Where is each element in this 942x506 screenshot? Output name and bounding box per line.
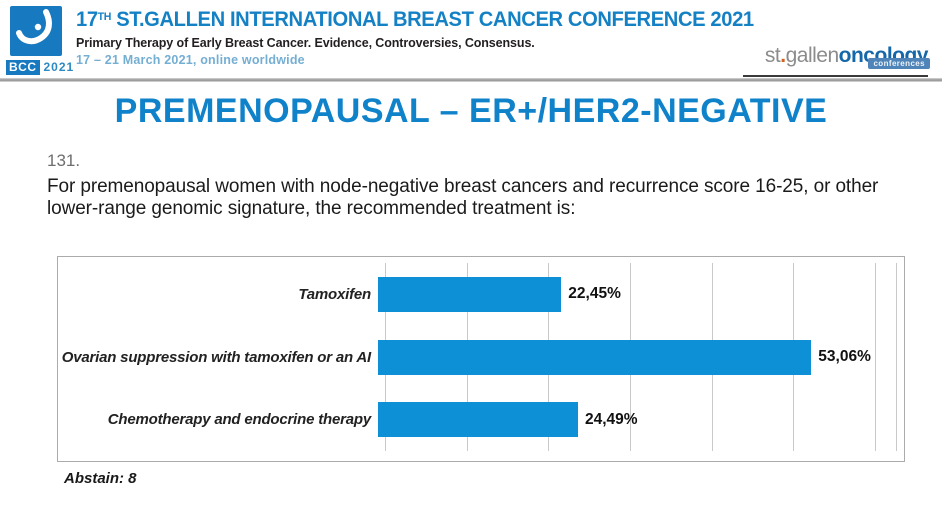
brand-dot: .	[780, 44, 786, 67]
chart-gridline	[896, 263, 897, 451]
chart-row: Tamoxifen 22,45%	[58, 263, 904, 326]
chart-bar	[378, 402, 578, 438]
conference-title: 17TH ST.GALLEN INTERNATIONAL BREAST CANC…	[76, 8, 754, 32]
question-text: For premenopausal women with node-negati…	[47, 176, 879, 219]
chart-bar-area: 24,49%	[378, 402, 904, 438]
stgallen-oncology-logo: st.gallenoncology conferences	[743, 44, 930, 77]
stgallen-oncology-wordmark: st.gallenoncology conferences	[743, 44, 930, 70]
chart-value-label: 22,45%	[568, 285, 621, 303]
conference-title-text: ST.GALLEN INTERNATIONAL BREAST CANCER CO…	[110, 8, 754, 31]
chart-category-label: Ovarian suppression with tamoxifen or an…	[61, 348, 371, 366]
chart-bar-area: 53,06%	[378, 339, 904, 375]
chart-category-label: Tamoxifen	[298, 285, 371, 303]
chart-gridline	[875, 263, 876, 451]
question-number: 131.	[47, 151, 81, 170]
chart-value-label: 53,06%	[818, 348, 871, 365]
chart-bar-area: 22,45%	[378, 276, 904, 312]
conference-header: BCC 2021 17TH ST.GALLEN INTERNATIONAL BRE…	[0, 0, 942, 78]
conference-title-ordinal: TH	[97, 11, 112, 23]
chart-rows: Tamoxifen 22,45% Ovarian suppression with …	[58, 263, 904, 451]
brand-underline	[743, 75, 928, 77]
chart-bar	[378, 276, 562, 312]
slide-title: PREMENOPAUSAL – ER+/HER2-NEGATIVE	[114, 92, 828, 130]
conference-subtitle: Primary Therapy of Early Breast Cancer. …	[76, 36, 535, 50]
chart-value-label: 24,49%	[585, 410, 638, 428]
chart-row: Ovarian suppression with tamoxifen or an…	[58, 326, 904, 389]
brand-st: st	[764, 44, 781, 67]
brand-conferences-badge: conferences	[868, 58, 930, 70]
bcc-logo-icon	[10, 6, 62, 56]
conference-title-block: 17TH ST.GALLEN INTERNATIONAL BREAST CANC…	[76, 8, 782, 67]
conference-title-number: 17	[76, 8, 98, 31]
bcc-badge: BCC	[6, 60, 40, 75]
question-block: 131. For premenopausal women with node-n…	[47, 151, 915, 220]
chart-bar	[378, 339, 812, 375]
chart-category-label: Chemotherapy and endocrine therapy	[107, 411, 371, 429]
breast-drop-icon	[16, 9, 52, 45]
brand-gallen: gallen	[785, 44, 840, 67]
chart-row: Chemotherapy and endocrine therapy 24,49%	[58, 388, 904, 451]
conference-dates: 17 – 21 March 2021, online worldwide	[76, 53, 305, 67]
bcc-year: 2021	[43, 60, 75, 74]
abstain-label: Abstain: 8	[64, 470, 137, 487]
header-separator-line	[0, 78, 942, 82]
poll-results-chart: Tamoxifen 22,45% Ovarian suppression with …	[57, 256, 905, 462]
bcc-2021-label: BCC 2021	[6, 58, 74, 76]
